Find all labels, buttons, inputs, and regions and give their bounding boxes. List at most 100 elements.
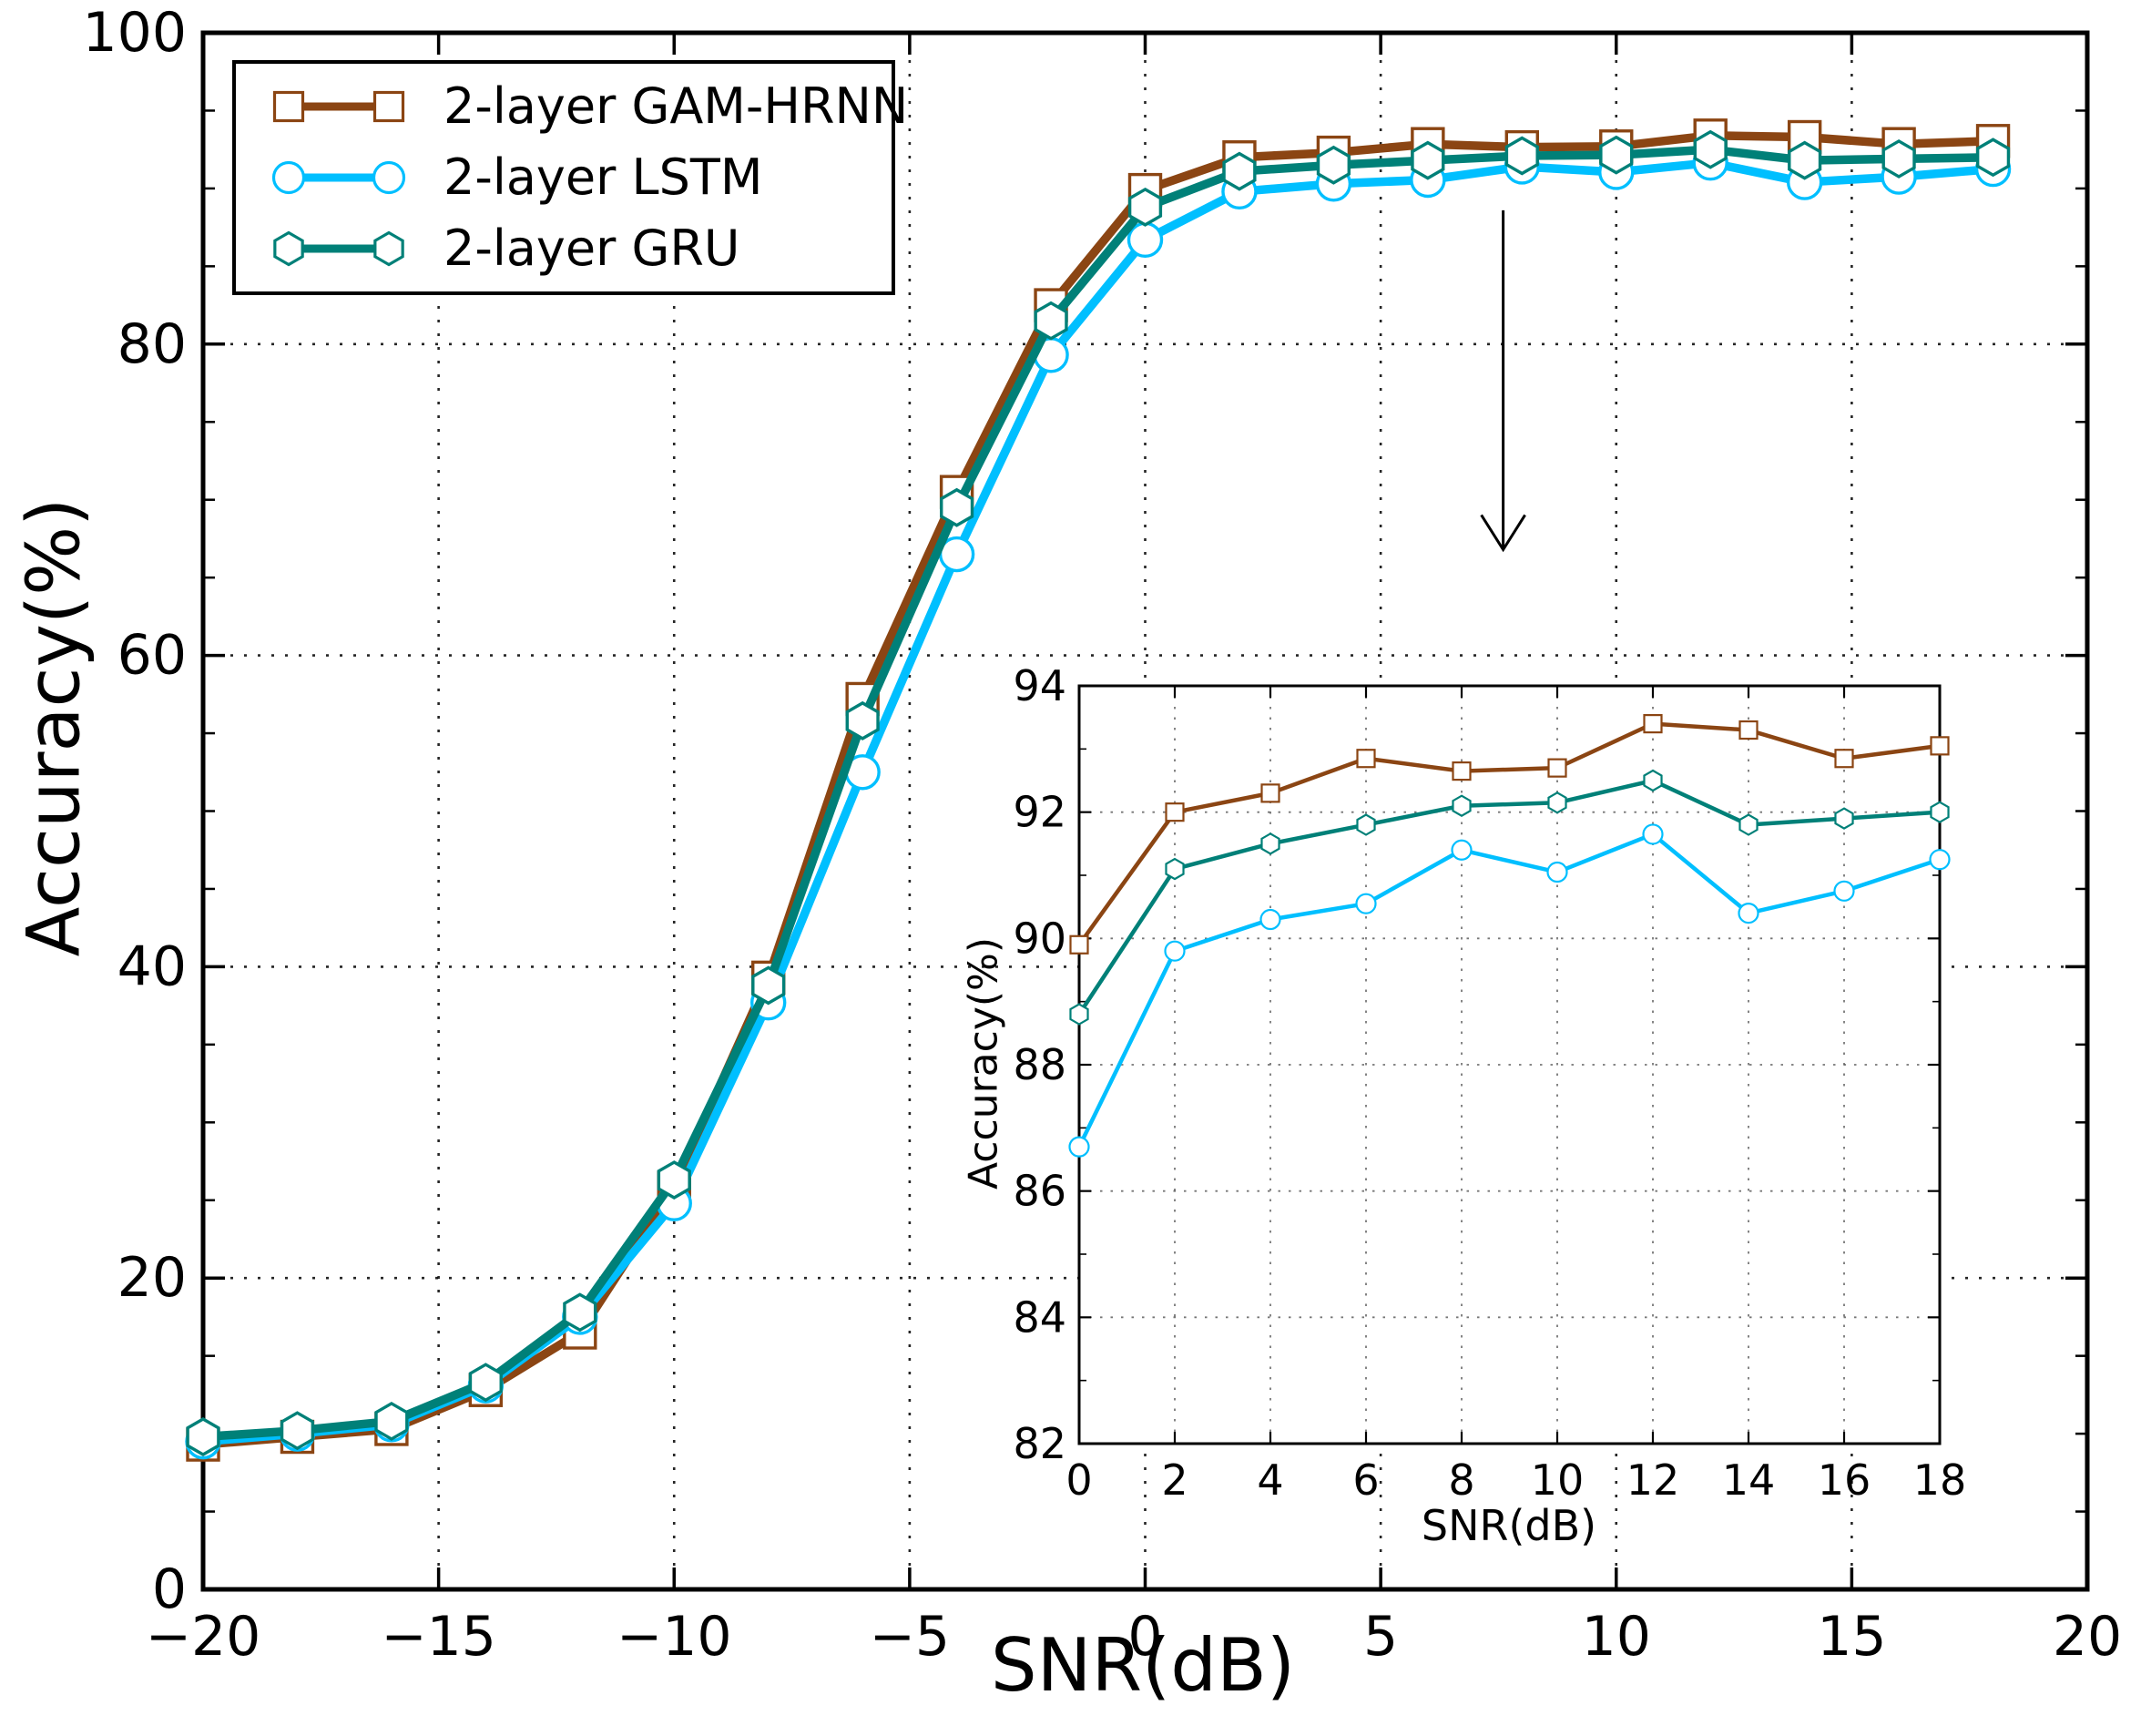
square-marker [1356, 749, 1376, 769]
main-axes-ticks [201, 31, 2089, 1591]
hexagon-marker [280, 1411, 315, 1451]
legend-label: 2-layer GAM-HRNN [443, 77, 909, 135]
series-line [1076, 721, 1942, 947]
y-tick-label: 82 [1013, 1419, 1066, 1468]
series-line [1076, 832, 1942, 1149]
square-marker [272, 90, 305, 123]
y-tick-label: 60 [117, 624, 187, 688]
hexagon-marker [1356, 813, 1376, 836]
circle-marker [1451, 839, 1473, 861]
square-marker [1452, 761, 1472, 781]
inset-x-axis-label: SNR(dB) [1421, 1501, 1597, 1550]
y-tick-label: 100 [82, 1, 187, 65]
hexagon-marker [1034, 301, 1068, 341]
hexagon-marker [373, 230, 404, 267]
x-tick-label: 10 [1531, 1455, 1585, 1505]
x-tick-label: 20 [2053, 1605, 2122, 1669]
x-tick-label: 0 [1065, 1455, 1092, 1505]
square-marker [1260, 783, 1280, 803]
y-tick-label: 94 [1013, 661, 1066, 710]
hexagon-marker [1788, 140, 1822, 180]
x-tick-label: 6 [1352, 1455, 1379, 1505]
y-tick-label: 40 [117, 934, 187, 998]
circle-marker [1546, 861, 1568, 883]
y-tick-label: 86 [1013, 1167, 1066, 1216]
circle-marker [271, 160, 306, 195]
series-2-layer-gru [1069, 769, 1950, 1026]
hexagon-marker [1316, 145, 1351, 185]
hexagon-marker [1260, 832, 1280, 855]
legend-item-2-layer-gam-hrnn: 2-layer GAM-HRNN [261, 77, 908, 136]
square-marker [1643, 713, 1663, 734]
x-tick-label: 15 [1817, 1605, 1886, 1669]
inset-axes-tick-labels: 0 2 4 6 8 10 12 14 16 18 82 84 86 88 90 92 94 [1013, 661, 1966, 1505]
x-tick-label: 0 [1127, 1605, 1162, 1669]
x-tick-label: 16 [1818, 1455, 1871, 1505]
x-tick-label: 10 [1582, 1605, 1651, 1669]
square-marker [1547, 758, 1567, 778]
y-tick-label: 84 [1013, 1292, 1066, 1342]
y-tick-label: 92 [1013, 788, 1066, 837]
legend-label: 2-layer GRU [443, 220, 740, 277]
square-legend-marker-icon [272, 90, 405, 123]
arrow-head [1480, 514, 1526, 553]
circle-marker [1738, 902, 1759, 924]
square-marker [1930, 736, 1950, 756]
hexagon-marker [1547, 791, 1567, 814]
hexagon-marker [1452, 794, 1472, 818]
square-marker [372, 90, 405, 123]
inset-axes: 0 2 4 6 8 10 12 14 16 18 82 84 86 88 90 92 94 [1013, 661, 1966, 1505]
hexagon-marker [1165, 857, 1185, 881]
x-tick-label: −20 [146, 1605, 261, 1669]
x-axis-label: SNR(dB) [990, 1623, 1296, 1708]
y-tick-label: 80 [117, 312, 187, 376]
legend-item-2-layer-gru: 2-layer GRU [261, 220, 882, 278]
hexagon-marker [1738, 813, 1759, 836]
y-tick-label: 90 [1013, 914, 1066, 963]
hexagon-marker [1643, 769, 1663, 792]
hexagon-marker [1693, 129, 1728, 169]
x-tick-label: −10 [617, 1605, 732, 1669]
series-2-layer-gam-hrnn [1069, 713, 1950, 955]
circle-marker [372, 160, 406, 195]
hexagon-marker [1069, 1003, 1089, 1026]
inset-y-axis-label: Accuracy(%) [960, 936, 1007, 1190]
hexagon-marker [1881, 138, 1916, 179]
series-2-layer-lstm [1068, 823, 1951, 1158]
x-tick-label: 4 [1257, 1455, 1283, 1505]
circle-legend-marker-icon [271, 160, 406, 195]
x-tick-label: 12 [1626, 1455, 1680, 1505]
legend: 2-layer GAM-HRNN 2-layer LSTM 2-layer GRU [232, 60, 908, 295]
hexagon-marker [1599, 135, 1634, 175]
hexagon-marker [1411, 140, 1445, 180]
circle-marker [1127, 221, 1164, 258]
x-tick-label: 5 [1363, 1605, 1398, 1669]
y-tick-label: 20 [117, 1246, 187, 1310]
circle-marker [1929, 849, 1951, 871]
circle-marker [1068, 1136, 1090, 1158]
square-marker [1834, 749, 1854, 769]
hexagon-marker [657, 1160, 691, 1200]
circle-marker [1833, 880, 1855, 902]
hexagon-marker [563, 1292, 597, 1333]
square-marker [1165, 802, 1185, 822]
x-tick-label: 14 [1722, 1455, 1776, 1505]
hexagon-marker [845, 700, 880, 740]
square-marker [1069, 934, 1089, 955]
hexagon-marker [1930, 801, 1950, 823]
hexagon-marker [1834, 807, 1854, 830]
hexagon-marker [1975, 138, 2011, 178]
hexagon-marker [940, 487, 974, 527]
circle-marker [1642, 823, 1664, 845]
hexagon-marker [1222, 151, 1257, 191]
x-tick-label: 2 [1161, 1455, 1188, 1505]
y-tick-label: 88 [1013, 1040, 1066, 1089]
x-tick-label: 8 [1448, 1455, 1474, 1505]
hexagon-marker [273, 230, 304, 267]
hexagon-legend-marker-icon [273, 230, 404, 267]
x-tick-label: −5 [870, 1605, 950, 1669]
hexagon-marker [1504, 136, 1539, 176]
circle-marker [1355, 893, 1377, 914]
